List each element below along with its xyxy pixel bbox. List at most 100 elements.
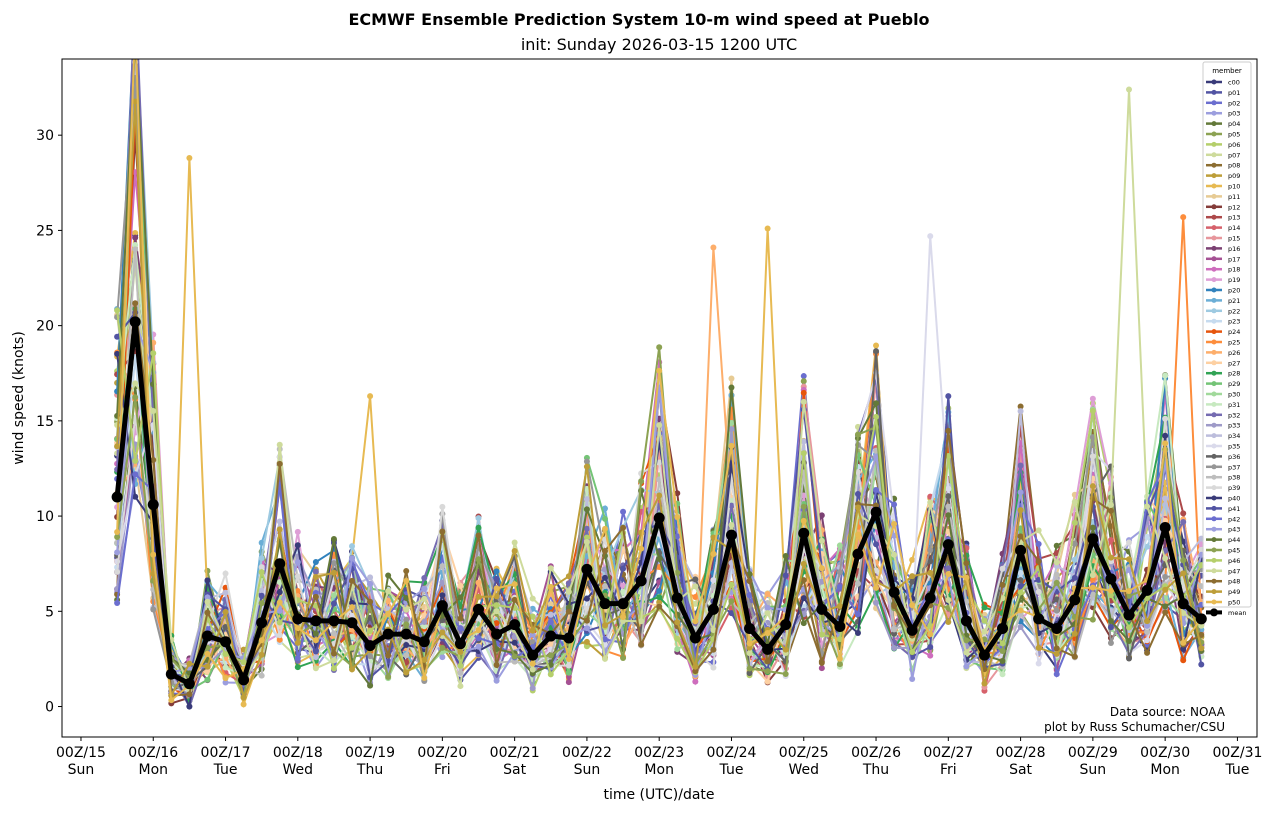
member-point (945, 512, 951, 518)
member-point (873, 348, 879, 354)
x-tick-day-label: Wed (788, 762, 819, 778)
legend-label-mean: mean (1228, 609, 1246, 617)
member-point (1108, 555, 1114, 561)
member-point (855, 491, 861, 497)
member-point (295, 640, 301, 646)
legend-swatch-marker (1212, 464, 1217, 469)
mean-point (762, 644, 773, 655)
member-point (981, 618, 987, 624)
legend-swatch-marker (1212, 256, 1217, 261)
member-point (945, 619, 951, 625)
legend-swatch-marker (1212, 475, 1217, 480)
mean-point (834, 621, 845, 632)
member-point (530, 666, 536, 672)
member-point (765, 679, 771, 685)
member-point (909, 557, 915, 563)
legend-label-p45: p45 (1228, 547, 1240, 555)
member-point (765, 591, 771, 597)
member-point (385, 674, 391, 680)
legend-swatch-marker (1212, 184, 1217, 189)
mean-point (871, 507, 882, 518)
member-point (367, 683, 373, 689)
member-point (1198, 662, 1204, 668)
member-lines (114, 0, 1204, 710)
legend-label-p10: p10 (1228, 183, 1240, 191)
member-point (1180, 640, 1186, 646)
mean-point (310, 615, 321, 626)
member-point (1162, 373, 1168, 379)
member-point (620, 509, 626, 515)
member-point (530, 596, 536, 602)
member-point (927, 570, 933, 576)
member-point (566, 573, 572, 579)
member-point (873, 400, 879, 406)
member-point (1072, 557, 1078, 563)
member-point (638, 618, 644, 624)
member-point (981, 681, 987, 687)
member-point (584, 506, 590, 512)
x-axis-ticks: 00Z/15Sun00Z/16Mon00Z/17Tue00Z/18Wed00Z/… (56, 737, 1262, 778)
member-point (692, 576, 698, 582)
member-point (710, 647, 716, 653)
member-point (132, 394, 138, 400)
member-point (1180, 510, 1186, 516)
member-point (241, 695, 247, 701)
member-point (801, 399, 807, 405)
member-point (457, 583, 463, 589)
member-point (186, 704, 192, 710)
member-point (1000, 658, 1006, 664)
mean-point (943, 539, 954, 550)
member-point (295, 664, 301, 670)
x-tick-label: 00Z/21 (490, 745, 540, 761)
member-point (710, 577, 716, 583)
member-point (620, 566, 626, 572)
member-point (1162, 440, 1168, 446)
member-point (259, 637, 265, 643)
member-point (114, 600, 120, 606)
member-point (1054, 608, 1060, 614)
member-point (566, 589, 572, 595)
member-point (1090, 453, 1096, 459)
legend-label-p19: p19 (1228, 276, 1240, 284)
member-point (1162, 603, 1168, 609)
legend-swatch-marker (1212, 246, 1217, 251)
member-point (656, 588, 662, 594)
member-point (837, 542, 843, 548)
mean-point (979, 650, 990, 661)
x-tick-day-label: Tue (213, 762, 238, 778)
member-point (1018, 507, 1024, 513)
member-point (295, 573, 301, 579)
member-point (945, 486, 951, 492)
annotation-credit: plot by Russ Schumacher/CSU (1044, 720, 1225, 734)
member-point (132, 35, 138, 41)
legend-label-p20: p20 (1228, 287, 1240, 295)
legend-label-p11: p11 (1228, 193, 1240, 201)
member-point (457, 683, 463, 689)
mean-point (166, 669, 177, 680)
member-point (783, 671, 789, 677)
member-point (259, 569, 265, 575)
mean-point (1069, 594, 1080, 605)
member-point (186, 691, 192, 697)
member-point (476, 627, 482, 633)
member-point (801, 595, 807, 601)
member-point (313, 559, 319, 565)
member-point (945, 428, 951, 434)
member-point (801, 504, 807, 510)
member-point (801, 450, 807, 456)
legend-label-p42: p42 (1228, 515, 1240, 523)
member-point (747, 640, 753, 646)
member-point (1072, 654, 1078, 660)
legend-label-p23: p23 (1228, 318, 1240, 326)
member-point (114, 569, 120, 575)
legend-swatch-marker (1212, 340, 1217, 345)
member-point (728, 443, 734, 449)
member-point (494, 568, 500, 574)
member-point (963, 649, 969, 655)
member-point (530, 628, 536, 634)
member-point (494, 585, 500, 591)
member-point (566, 609, 572, 615)
x-tick-label: 00Z/19 (345, 745, 395, 761)
member-point (1054, 651, 1060, 657)
member-point (1072, 575, 1078, 581)
